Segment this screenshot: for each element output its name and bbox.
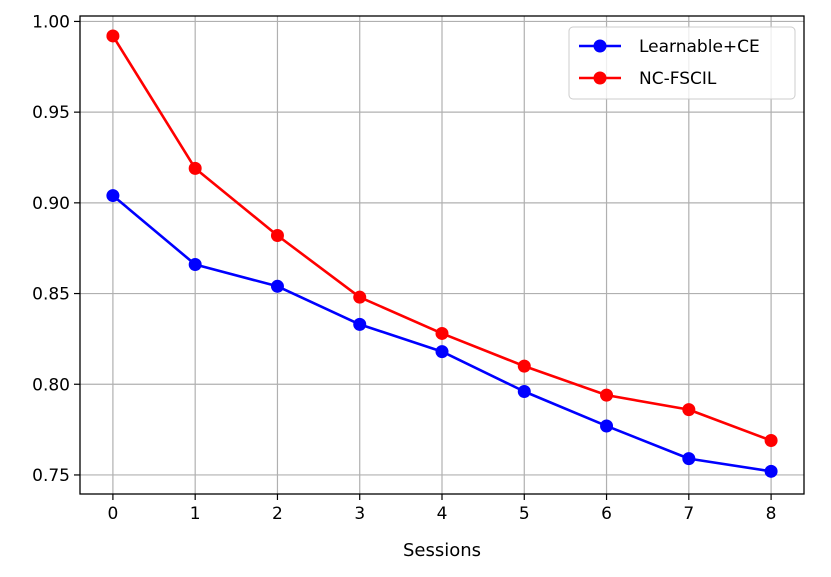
data-point bbox=[106, 29, 120, 43]
data-point bbox=[353, 290, 367, 304]
legend-marker-0 bbox=[593, 39, 607, 53]
x-tick-label: 0 bbox=[107, 504, 118, 524]
x-tick-label: 6 bbox=[601, 504, 612, 524]
data-point bbox=[682, 452, 696, 466]
x-tick-label: 2 bbox=[272, 504, 283, 524]
x-tick-label: 5 bbox=[519, 504, 530, 524]
data-point bbox=[764, 433, 778, 447]
x-axis-title: Sessions bbox=[403, 540, 481, 561]
legend-marker-1 bbox=[593, 71, 607, 85]
data-point bbox=[435, 326, 449, 340]
x-tick-label: 4 bbox=[437, 504, 448, 524]
data-point bbox=[600, 419, 614, 433]
x-tick-label: 8 bbox=[766, 504, 777, 524]
data-point bbox=[270, 279, 284, 293]
data-point bbox=[435, 345, 449, 359]
data-point bbox=[353, 317, 367, 331]
series-layer bbox=[106, 29, 778, 478]
legend-label-1: NC-FSCIL bbox=[639, 69, 717, 89]
data-point bbox=[682, 403, 696, 417]
data-point bbox=[517, 385, 531, 399]
data-point bbox=[517, 359, 531, 373]
data-point bbox=[188, 161, 202, 175]
y-tick-label: 0.90 bbox=[32, 194, 70, 214]
data-point bbox=[106, 189, 120, 203]
data-point bbox=[188, 258, 202, 272]
y-tick-label: 0.95 bbox=[32, 103, 70, 123]
y-tick-label: 0.80 bbox=[32, 375, 70, 395]
x-tick-label: 7 bbox=[683, 504, 694, 524]
legend: Learnable+CE NC-FSCIL bbox=[568, 26, 796, 100]
y-tick-label: 1.00 bbox=[32, 12, 70, 32]
legend-label-0: Learnable+CE bbox=[639, 37, 760, 57]
y-tick-label: 0.85 bbox=[32, 285, 70, 305]
x-tick-label: 1 bbox=[190, 504, 201, 524]
data-point bbox=[764, 464, 778, 478]
data-point bbox=[270, 228, 284, 242]
x-tick-label: 3 bbox=[354, 504, 365, 524]
data-point bbox=[600, 388, 614, 402]
axis-ticks: 0 1 2 3 4 5 6 7 8 0.75 0.80 0.85 0.90 0.95 1.00 bbox=[32, 12, 776, 524]
y-tick-label: 0.75 bbox=[32, 466, 70, 486]
legend-box bbox=[568, 26, 796, 100]
